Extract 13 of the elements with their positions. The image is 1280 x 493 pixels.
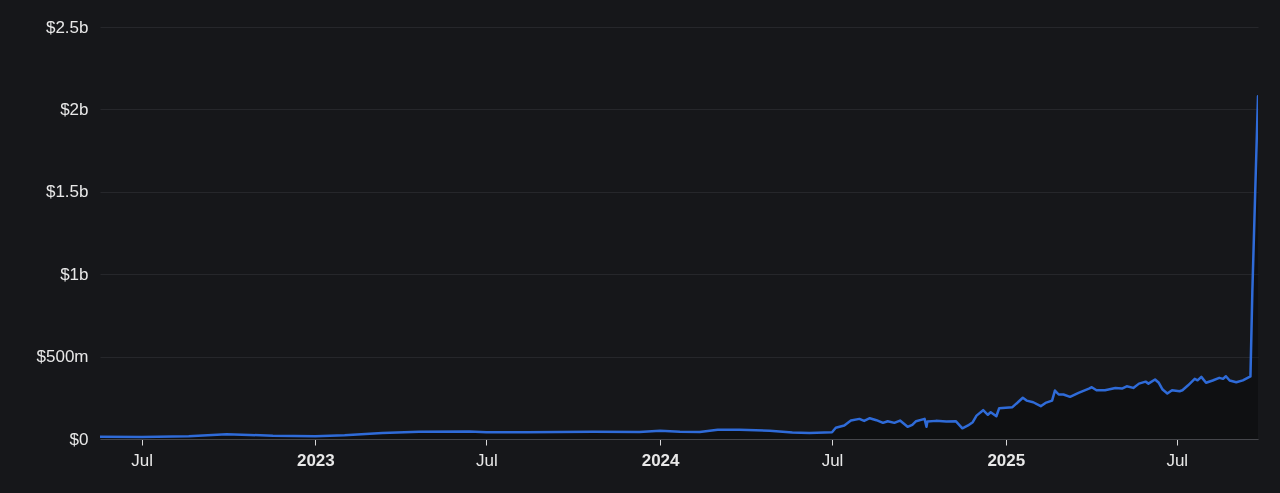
y-tick-label: $1b bbox=[60, 264, 89, 284]
x-tick-label: Jul bbox=[131, 450, 153, 470]
y-tick-label: $500m bbox=[36, 347, 89, 367]
x-tick-label: Jul bbox=[475, 450, 498, 470]
x-tick-label: 2025 bbox=[987, 450, 1026, 470]
y-tick-label: $1.5b bbox=[45, 182, 89, 202]
y-tick-label: $0 bbox=[69, 429, 89, 449]
x-tick-label: Jul bbox=[821, 450, 844, 470]
x-tick-label: 2024 bbox=[641, 450, 681, 470]
x-tick-label: 2023 bbox=[296, 450, 335, 470]
y-tick-label: $2.5b bbox=[45, 17, 89, 37]
x-tick-label: Jul bbox=[1166, 450, 1189, 470]
y-tick-label: $2b bbox=[60, 99, 89, 119]
